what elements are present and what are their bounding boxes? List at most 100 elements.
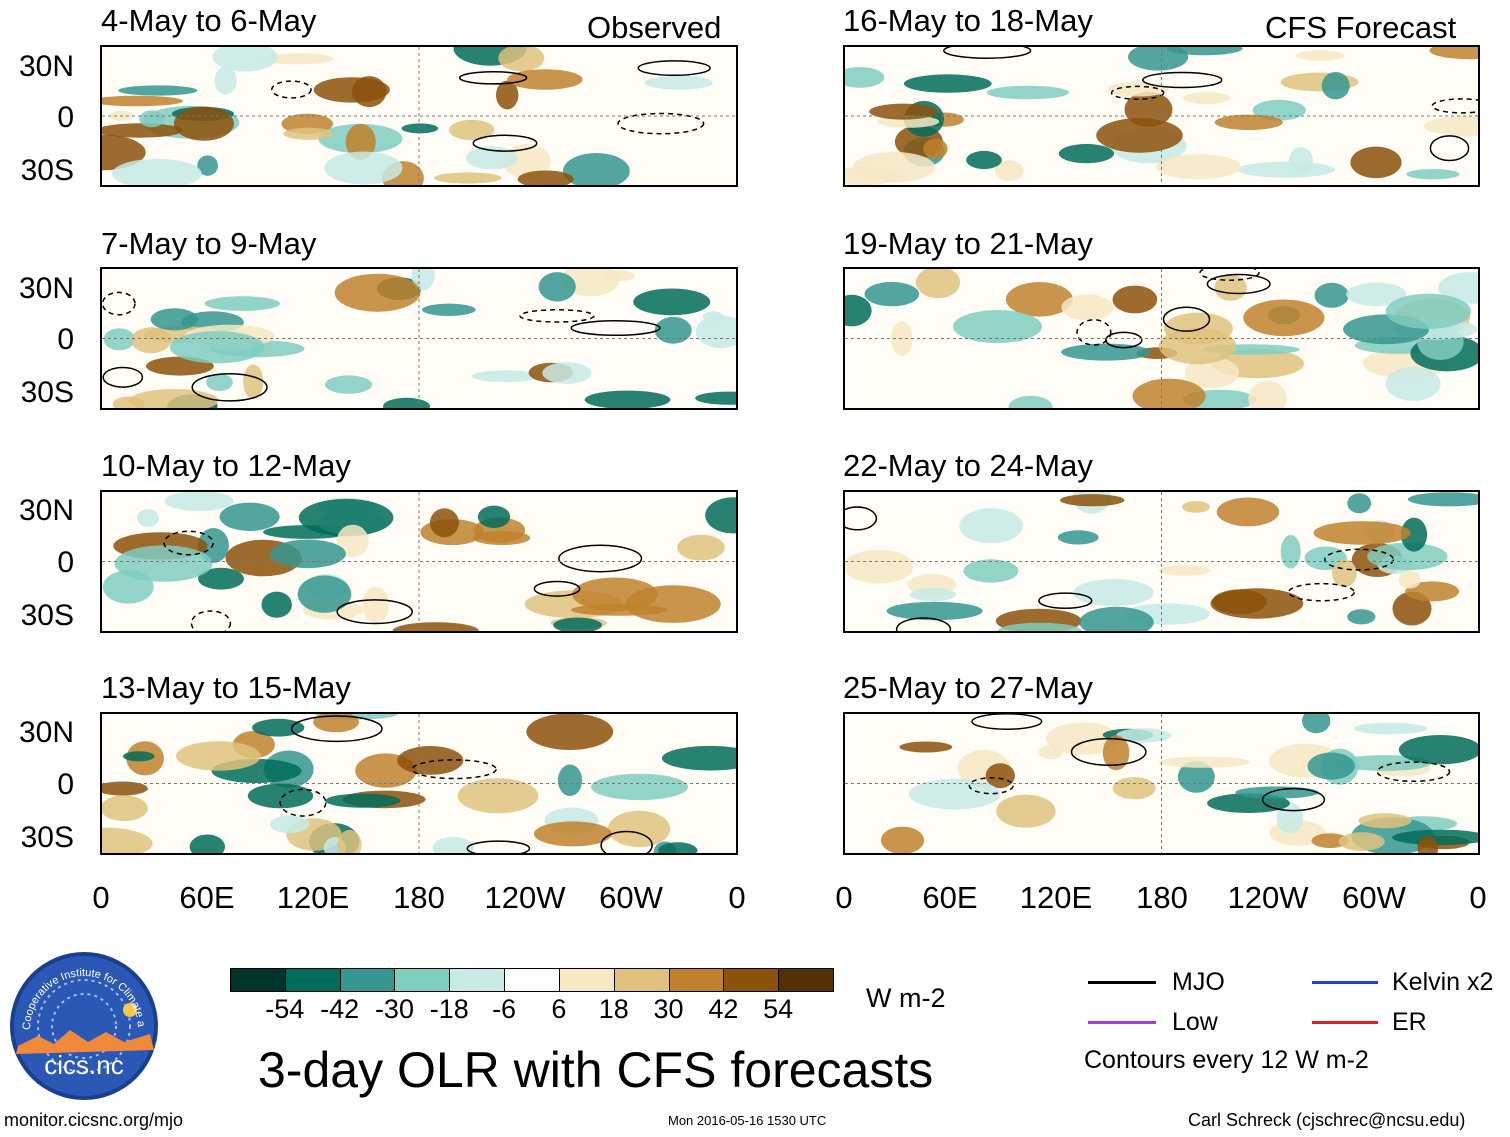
colorbar-tick-label: 42: [708, 994, 739, 1024]
olr-anomaly-blob: [432, 836, 474, 853]
olr-anomaly-blob: [1156, 154, 1241, 180]
olr-anomaly-blob: [654, 316, 692, 344]
olr-anomaly-blob: [563, 153, 630, 185]
lat-label-30s-row2: 30S: [20, 376, 74, 409]
olr-anomaly-blob: [1116, 728, 1172, 743]
colorbar-tick-label: 6: [551, 994, 567, 1024]
olr-anomaly-blob: [1407, 492, 1478, 507]
olr-anomaly-blob: [533, 821, 612, 847]
olr-anomaly-blob: [966, 150, 1002, 170]
olr-anomaly-blob: [1107, 82, 1169, 97]
colorbar-swatch: [778, 968, 834, 992]
olr-anomaly-blob: [129, 389, 219, 408]
olr-anomaly-blob: [1058, 144, 1114, 164]
mjo-contour: [895, 617, 952, 631]
olr-anomaly-blob: [658, 842, 698, 853]
mjo-contour: [1110, 85, 1165, 100]
olr-anomaly-blob: [1079, 606, 1154, 631]
olr-anomaly-blob: [324, 151, 403, 185]
lon-label-left-120w: 120W: [484, 880, 566, 915]
olr-anomaly-blob: [985, 763, 1015, 789]
olr-anomaly-blob: [526, 714, 614, 750]
mjo-contour: [336, 599, 413, 625]
olr-anomaly-blob: [1302, 714, 1331, 734]
olr-anomaly-blob: [471, 370, 540, 383]
olr-anomaly-blob: [1347, 493, 1372, 514]
panel-title-8: 25-May to 27-May: [843, 670, 1093, 705]
olr-anomaly-blob: [1177, 761, 1215, 793]
mjo-contour: [1261, 787, 1326, 812]
olr-anomaly-blob: [705, 497, 736, 534]
olr-anomaly-blob: [345, 123, 376, 160]
olr-anomaly-blob: [845, 67, 885, 88]
olr-anomaly-blob: [1038, 745, 1063, 760]
lon-label-right-0: 0: [835, 880, 853, 915]
olr-anomaly-blob: [1061, 343, 1151, 361]
mjo-contour: [466, 840, 531, 853]
olr-map-panel-5: [843, 45, 1480, 187]
olr-anomaly-blob: [1367, 542, 1448, 571]
olr-anomaly-blob: [899, 741, 953, 753]
lon-label-right-360: 0: [1469, 880, 1487, 915]
olr-anomaly-blob: [1112, 777, 1156, 800]
olr-anomaly-blob: [903, 74, 992, 93]
olr-anomaly-blob: [1158, 756, 1251, 768]
olr-anomaly-blob: [1332, 559, 1357, 588]
mjo-contour: [163, 530, 214, 556]
olr-anomaly-blob: [986, 85, 1069, 100]
olr-anomaly-blob: [103, 328, 135, 351]
olr-anomaly-blob: [869, 103, 938, 120]
olr-field: [102, 714, 736, 853]
olr-map-panel-1: [100, 45, 738, 187]
olr-anomaly-blob: [923, 138, 948, 159]
olr-anomaly-blob: [336, 524, 369, 558]
cics-logo: Cooperative Institute for Climate and Sa…: [8, 950, 158, 1100]
olr-anomaly-blob: [496, 80, 519, 110]
colorbar-swatch: [394, 968, 451, 992]
colorbar-swatch: [558, 968, 615, 992]
olr-anomaly-blob: [197, 528, 229, 563]
olr-anomaly-blob: [473, 530, 531, 546]
mjo-contour: [1199, 269, 1260, 281]
olr-anomaly-blob: [112, 158, 202, 185]
lat-label-30n-row4: 30N: [18, 716, 74, 749]
olr-field: [845, 492, 1478, 631]
olr-anomaly-blob: [538, 272, 576, 302]
olr-anomaly-blob: [261, 591, 292, 618]
olr-anomaly-blob: [466, 146, 518, 170]
olr-anomaly-blob: [1252, 99, 1306, 121]
olr-anomaly-blob: [1073, 579, 1154, 607]
olr-anomaly-blob: [1046, 722, 1120, 755]
mjo-contour: [971, 714, 1043, 730]
olr-anomaly-blob: [963, 559, 1019, 583]
olr-anomaly-blob: [994, 160, 1024, 182]
mjo-contour: [102, 366, 144, 388]
olr-anomaly-blob: [189, 834, 225, 853]
olr-anomaly-blob: [1398, 735, 1478, 765]
olr-anomaly-blob: [383, 397, 430, 408]
panel-title-5: 16-May to 18-May: [843, 3, 1093, 38]
olr-anomaly-blob: [1183, 92, 1230, 104]
olr-anomaly-blob: [1314, 282, 1349, 308]
olr-anomaly-blob: [695, 315, 736, 349]
mjo-contour: [1038, 592, 1093, 610]
olr-anomaly-blob: [214, 66, 237, 95]
olr-anomaly-blob: [542, 362, 592, 384]
olr-anomaly-blob: [1346, 282, 1407, 307]
olr-anomaly-blob: [603, 270, 635, 282]
footer-url[interactable]: monitor.cicsnc.org/mjo: [4, 1110, 184, 1130]
olr-anomaly-blob: [1216, 497, 1280, 527]
olr-anomaly-blob: [429, 508, 459, 538]
lon-label-right-60w: 60W: [1342, 880, 1406, 915]
olr-anomaly-blob: [915, 269, 961, 299]
olr-anomaly-blob: [131, 327, 172, 354]
olr-field: [845, 714, 1478, 853]
main-title: 3-day OLR with CFS forecasts: [258, 1042, 934, 1098]
olr-anomaly-blob: [169, 331, 265, 364]
olr-anomaly-blob: [270, 815, 310, 834]
mjo-contour: [190, 610, 232, 631]
olr-map-panel-7: [843, 490, 1480, 633]
lat-label-30n-row1: 30N: [18, 50, 74, 83]
legend-mjo-label: MJO: [1172, 968, 1225, 996]
mjo-contour: [1431, 98, 1478, 114]
